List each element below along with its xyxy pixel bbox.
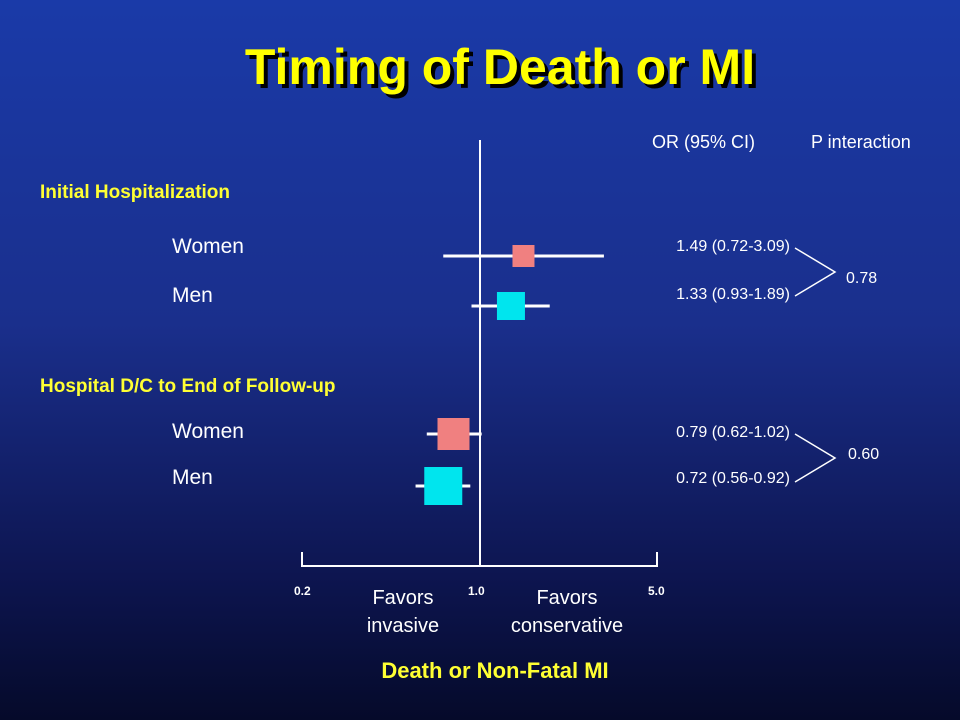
p-interaction-header: P interaction <box>811 132 911 152</box>
p-interaction-followup: 0.60 <box>848 446 880 463</box>
x-tick-label-2: 5.0 <box>648 584 665 598</box>
x-tick-label-0: 0.2 <box>294 584 311 598</box>
favors-left-label: Favors invasive <box>340 584 466 640</box>
group-label-followup: Hospital D/C to End of Follow-up <box>40 376 336 397</box>
ci-text-men-followup: 0.72 (0.56-0.92) <box>676 470 790 487</box>
ci-text-men-initial-2: 1.33 (0.93-1.89) <box>676 286 790 303</box>
group-label-initial-hospitalization: Initial Hospitalization <box>40 182 231 203</box>
ci-text-women-initial: 1.49 (0.72-3.09) <box>676 238 790 255</box>
favors-right-label: Favors conservative <box>494 584 640 640</box>
p-interaction-initial: 0.78 <box>846 270 878 287</box>
row-label-men-followup: Men <box>172 466 213 489</box>
or-box-men-1 <box>424 467 463 505</box>
row-label-men-initial: Men <box>172 284 213 307</box>
ci-text-women-followup: 0.79 (0.62-1.02) <box>676 424 790 441</box>
x-axis-label: Death or Non-Fatal MI <box>381 658 609 683</box>
favors-left-text: Favors invasive <box>366 587 440 637</box>
or-box-women-1 <box>437 418 470 450</box>
row-label-women-followup: Women <box>172 420 244 443</box>
x-tick-label-1: 1.0 <box>468 584 485 598</box>
slide-title: Timing of Death or MI <box>244 39 756 95</box>
row-label-women-initial: Women <box>172 235 244 258</box>
or-box-men-0 <box>496 292 525 320</box>
bracket-followup <box>794 433 837 483</box>
or-box-women-0 <box>512 245 535 267</box>
or-ci-header: OR (95% CI) <box>652 132 756 152</box>
bracket-initial <box>794 247 837 297</box>
favors-right-text: Favors conservative <box>510 587 624 637</box>
